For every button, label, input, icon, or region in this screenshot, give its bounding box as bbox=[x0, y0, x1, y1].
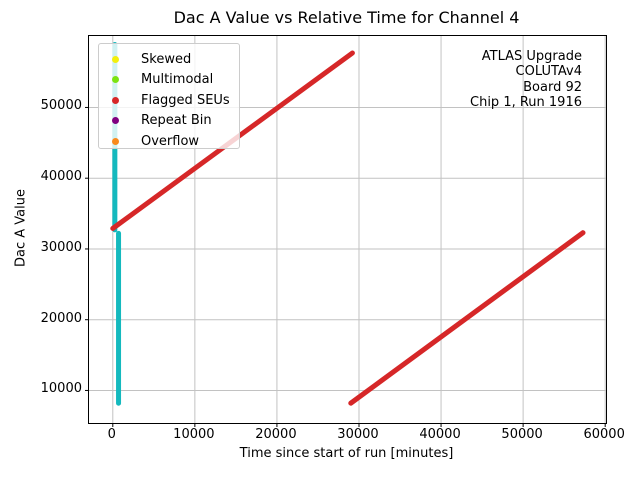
legend-marker-overflow-icon bbox=[112, 137, 119, 145]
annotation-block: ATLAS Upgrade COLUTAv4 Board 92 Chip 1, Run… bbox=[470, 49, 582, 111]
y-tick-label-40000: 40000 bbox=[40, 169, 82, 185]
x-axis-label: Time since start of run [minutes] bbox=[239, 446, 454, 461]
annotation-line-chip-1-run-1916: Chip 1, Run 1916 bbox=[470, 95, 582, 111]
legend-label-multimodal: Multimodal bbox=[141, 72, 214, 88]
y-tick-label-50000: 50000 bbox=[40, 98, 82, 114]
y-tick-label-20000: 20000 bbox=[40, 310, 82, 326]
legend-row-overflow: Overflow bbox=[99, 131, 239, 152]
legend-label-skewed: Skewed bbox=[141, 51, 192, 67]
legend-marker-repeat-bin-icon bbox=[112, 117, 119, 125]
x-tick-label-30000: 30000 bbox=[337, 427, 379, 442]
chart-title: Dac A Value vs Relative Time for Channel… bbox=[173, 8, 520, 27]
legend-marker-multimodal-icon bbox=[112, 76, 119, 84]
legend: Skewed Multimodal Flagged SEUs Repeat Bin Ov… bbox=[98, 43, 240, 149]
legend-marker-flagged-seus-icon bbox=[112, 96, 119, 104]
legend-label-overflow: Overflow bbox=[141, 133, 200, 149]
y-tick-label-10000: 10000 bbox=[40, 381, 82, 397]
annotation-line-atlas-upgrade: ATLAS Upgrade bbox=[481, 49, 582, 64]
x-tick-label-10000: 10000 bbox=[173, 427, 215, 442]
x-tick-label-20000: 20000 bbox=[255, 427, 297, 442]
annotation-line-board-92: Board 92 bbox=[523, 79, 582, 95]
legend-row-skewed: Skewed bbox=[99, 49, 239, 70]
legend-label-flagged-seus: Flagged SEUs bbox=[141, 92, 230, 108]
y-tick-label-30000: 30000 bbox=[40, 239, 82, 255]
x-tick-label-0: 0 bbox=[107, 427, 116, 442]
legend-row-flagged-seus: Flagged SEUs bbox=[99, 90, 239, 111]
x-tick-label-50000: 50000 bbox=[501, 427, 543, 442]
x-tick-label-60000: 60000 bbox=[583, 427, 625, 442]
annotation-line-colutav4: COLUTAv4 bbox=[515, 64, 582, 80]
series-flagged-seus-ramp-2 bbox=[348, 230, 586, 406]
plot-area: Skewed Multimodal Flagged SEUs Repeat Bin Ov… bbox=[85, 35, 607, 427]
legend-row-repeat-bin: Repeat Bin bbox=[99, 111, 239, 132]
legend-row-multimodal: Multimodal bbox=[99, 70, 239, 91]
legend-label-repeat-bin: Repeat Bin bbox=[141, 113, 212, 129]
legend-marker-skewed-icon bbox=[112, 55, 119, 63]
x-tick-label-40000: 40000 bbox=[419, 427, 461, 442]
